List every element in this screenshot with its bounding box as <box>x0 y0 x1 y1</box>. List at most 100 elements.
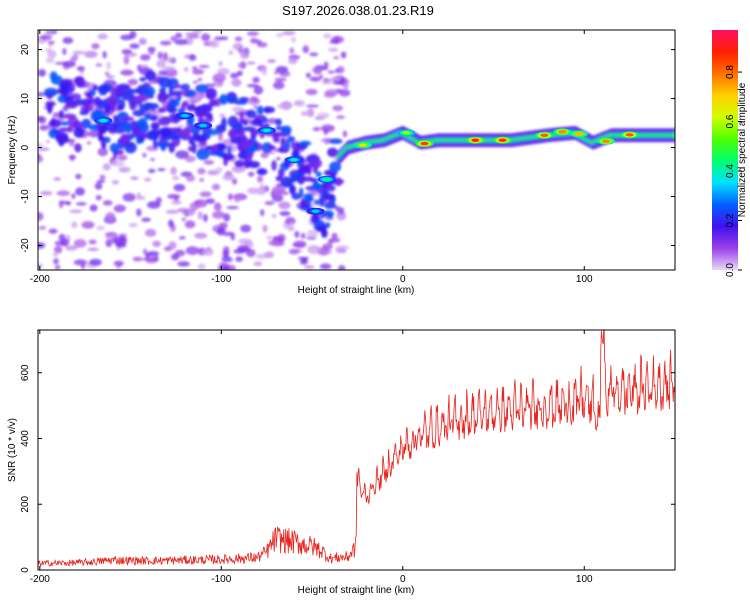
noise-blob <box>246 61 256 65</box>
noise-blob <box>326 250 333 254</box>
noise-blob <box>271 186 286 194</box>
noise-blob <box>129 43 140 49</box>
ridge-blob <box>273 136 281 143</box>
noise-blob <box>174 38 188 45</box>
ridge-blob <box>47 102 53 115</box>
noise-blob <box>147 46 156 53</box>
noise-blob <box>156 60 166 68</box>
colorbar-label: Normalized spectral amplitude <box>737 82 748 217</box>
noise-blob <box>116 242 127 248</box>
noise-blob <box>213 202 222 211</box>
noise-blob <box>203 159 215 165</box>
ridge-blob <box>139 135 144 142</box>
ridge-blob <box>72 120 83 129</box>
noise-blob <box>227 193 233 201</box>
noise-blob <box>47 49 57 59</box>
noise-blob <box>170 200 183 205</box>
spectrogram-x-axis: -200 -100 0 100 <box>30 30 593 285</box>
ridge-blob <box>171 91 182 97</box>
noise-blob <box>285 217 296 226</box>
ridge-blob <box>92 84 98 91</box>
noise-blob <box>331 232 338 240</box>
spectral-peak <box>99 118 108 123</box>
ridge-blob <box>264 106 270 114</box>
noise-blob <box>197 211 203 220</box>
noise-blob <box>94 182 103 190</box>
ridge-blob <box>52 129 62 135</box>
ridge-blob <box>289 184 297 195</box>
noise-blob <box>106 61 111 70</box>
noise-blob <box>266 235 273 240</box>
ridge-blob <box>247 160 261 169</box>
ridge-blob <box>263 106 276 114</box>
spectral-peak <box>199 123 208 128</box>
noise-blob <box>321 80 333 85</box>
noise-blob <box>132 256 143 262</box>
ridge-blob <box>113 116 120 129</box>
noise-blob <box>99 174 106 181</box>
noise-blob <box>192 80 199 85</box>
noise-blob <box>197 263 206 270</box>
ridge-blob <box>109 143 120 153</box>
ridge-blob <box>73 127 85 138</box>
noise-blob <box>192 69 205 75</box>
noise-blob <box>66 138 76 143</box>
noise-blob <box>89 258 102 266</box>
noise-blob <box>337 265 346 270</box>
ridge-blob <box>325 222 331 229</box>
noise-blob <box>38 116 47 124</box>
ridge-blob <box>168 142 176 154</box>
ridge-blob <box>285 182 291 187</box>
noise-blob <box>324 89 339 97</box>
noise-blob <box>91 43 100 50</box>
noise-blob <box>235 256 243 262</box>
noise-blob <box>87 130 101 138</box>
noise-blob <box>129 30 137 39</box>
noise-blob <box>144 228 157 237</box>
ridge-blob <box>275 118 282 126</box>
noise-blob <box>128 222 138 228</box>
noise-blob <box>184 220 196 229</box>
noise-blob <box>52 251 59 257</box>
noise-blob <box>46 30 53 37</box>
noise-blob <box>302 45 310 54</box>
ridge-blob <box>158 127 171 137</box>
noise-blob <box>260 152 269 159</box>
spectral-peak <box>471 138 480 142</box>
spectrogram-x-tick-label: -100 <box>211 274 231 285</box>
ridge-blob <box>58 109 64 119</box>
snr-y-tick-label: 200 <box>20 495 31 512</box>
noise-blob <box>183 67 189 72</box>
ridge-blob <box>159 87 167 94</box>
ridge-blob <box>222 153 235 161</box>
snr-x-tick-label: -200 <box>30 574 50 585</box>
spectrogram-y-tick-label: 0 <box>20 144 31 150</box>
noise-blob <box>228 50 234 55</box>
noise-blob <box>38 263 43 269</box>
noise-blob <box>122 192 136 202</box>
noise-blob <box>198 64 210 69</box>
noise-blob <box>246 31 259 37</box>
noise-blob <box>276 33 284 38</box>
noise-blob <box>197 77 203 82</box>
noise-blob <box>327 238 334 245</box>
noise-blob <box>185 246 200 255</box>
noise-blob <box>168 241 177 250</box>
ridge-blob <box>299 164 312 173</box>
ridge-blob <box>234 100 248 105</box>
ridge-blob <box>109 100 116 113</box>
noise-blob <box>271 194 284 203</box>
ridge-blob <box>75 75 85 88</box>
ridge-blob <box>144 70 157 81</box>
noise-blob <box>261 68 267 76</box>
spectrogram-x-tick-label: 0 <box>400 274 406 285</box>
snr-panel: -200 -100 0 100 0 200 400 600 Height of straig… <box>7 329 676 596</box>
noise-blob <box>237 244 250 252</box>
noise-blob <box>260 209 265 217</box>
noise-blob <box>38 69 47 77</box>
ridge-blob <box>221 117 227 129</box>
noise-blob <box>113 260 125 267</box>
noise-blob <box>188 54 197 61</box>
noise-blob <box>171 176 180 181</box>
noise-blob <box>89 204 98 212</box>
